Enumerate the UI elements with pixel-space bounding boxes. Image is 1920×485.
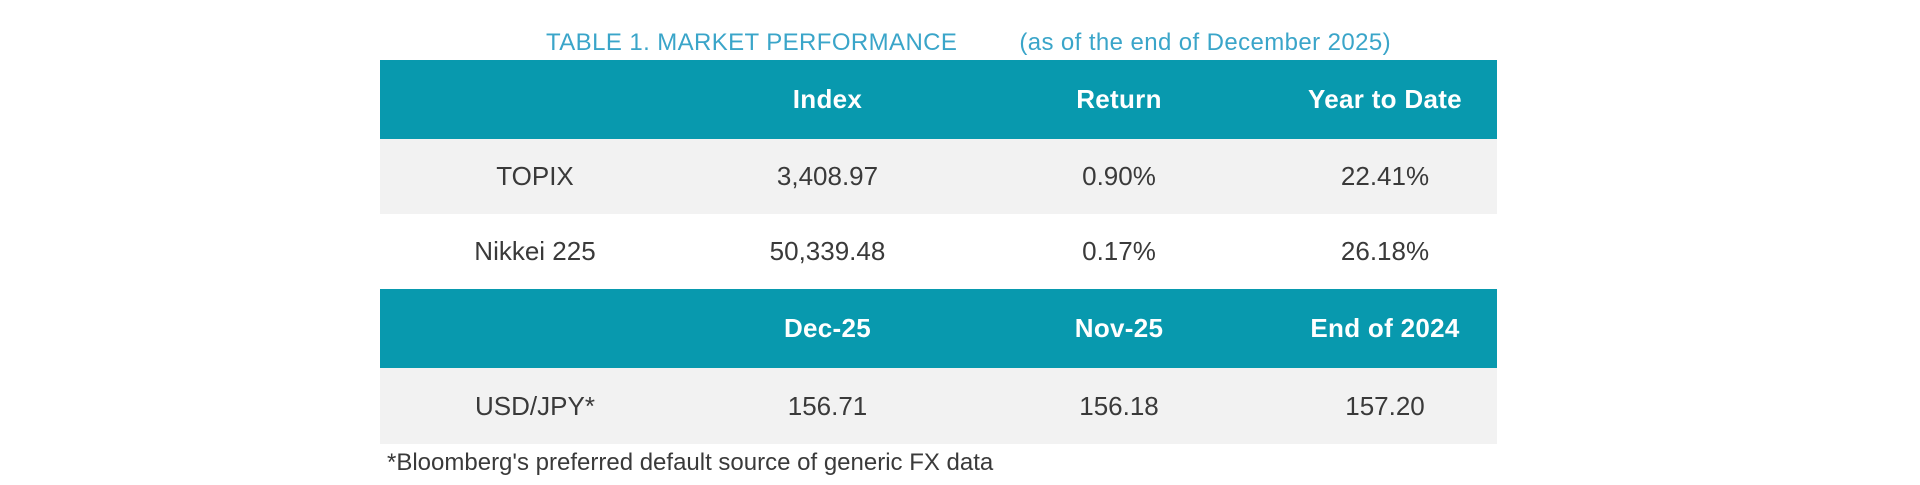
cell-topix-ytd: 22.41% <box>1273 139 1497 214</box>
row-label-nikkei-225: Nikkei 225 <box>380 214 690 289</box>
footnote: *Bloomberg's preferred default source of… <box>387 449 994 476</box>
cell-nikkei-return: 0.17% <box>965 214 1273 289</box>
cell-nikkei-ytd: 26.18% <box>1273 214 1497 289</box>
col-header-empty <box>380 60 690 139</box>
table-title: TABLE 1. MARKET PERFORMANCE (as of the e… <box>546 29 1391 57</box>
col-header-index: Index <box>690 60 965 139</box>
col-header-return: Return <box>965 60 1273 139</box>
table-title-main: TABLE 1. MARKET PERFORMANCE <box>546 29 958 56</box>
row-label-topix: TOPIX <box>380 139 690 214</box>
cell-usdjpy-nov-25: 156.18 <box>965 368 1273 444</box>
row-label-usd-jpy: USD/JPY* <box>380 368 690 444</box>
col-header-year-to-date: Year to Date <box>1273 60 1497 139</box>
col-header-end-of-2024: End of 2024 <box>1273 289 1497 368</box>
market-performance-table: Index Return Year to Date TOPIX 3,408.97… <box>380 60 1497 444</box>
cell-topix-return: 0.90% <box>965 139 1273 214</box>
cell-topix-index: 3,408.97 <box>690 139 965 214</box>
cell-nikkei-index: 50,339.48 <box>690 214 965 289</box>
col-header-dec-25: Dec-25 <box>690 289 965 368</box>
table-title-subtitle: (as of the end of December 2025) <box>1019 29 1392 56</box>
col-header-nov-25: Nov-25 <box>965 289 1273 368</box>
col-header-empty-2 <box>380 289 690 368</box>
cell-usdjpy-dec-25: 156.71 <box>690 368 965 444</box>
cell-usdjpy-end-of-2024: 157.20 <box>1273 368 1497 444</box>
